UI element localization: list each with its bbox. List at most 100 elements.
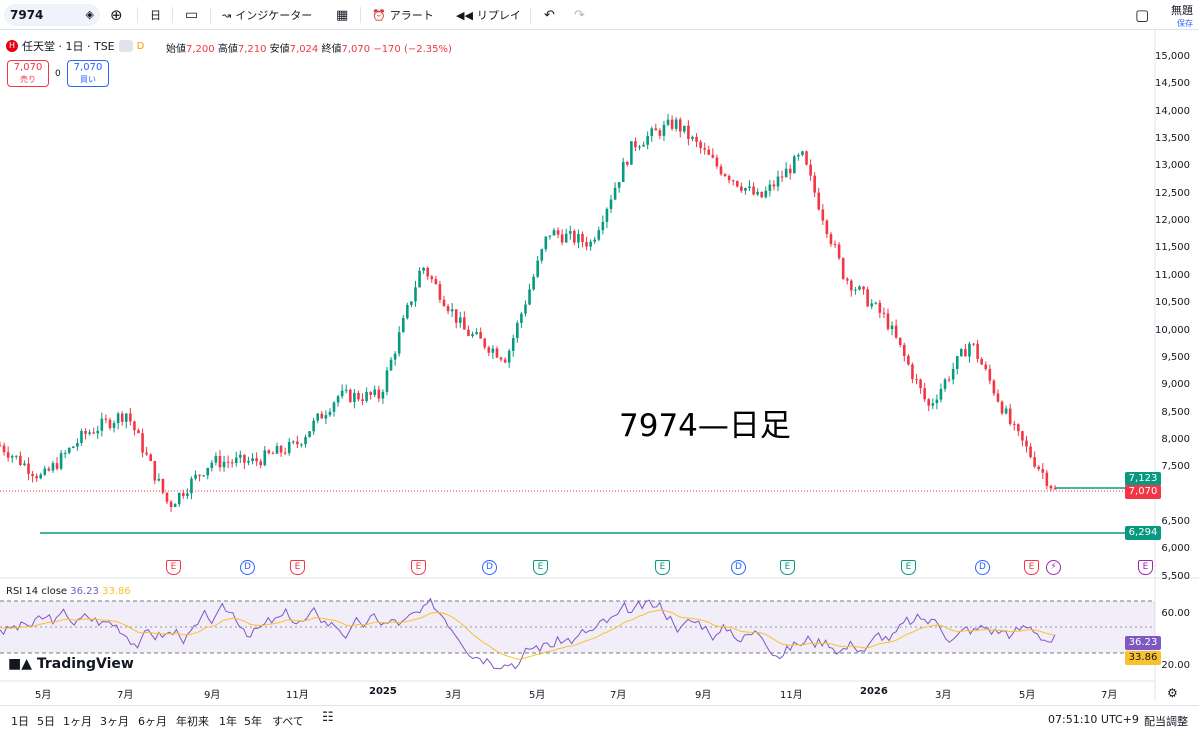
- dividend-adjust-button[interactable]: 配当調整: [1144, 715, 1188, 728]
- earnings-event-icon[interactable]: E: [655, 560, 670, 575]
- candle-type-icon[interactable]: ▭: [185, 7, 199, 23]
- candle-body: [438, 284, 442, 300]
- candle-body: [2, 445, 6, 453]
- candle-body: [157, 478, 161, 481]
- future-earnings-icon[interactable]: E: [1138, 560, 1153, 575]
- earnings-event-icon[interactable]: E: [290, 560, 305, 575]
- change-value: −170 (−2.35%): [373, 44, 452, 55]
- candle-body: [491, 348, 495, 353]
- candle-body: [654, 128, 658, 131]
- candle-body: [801, 151, 804, 155]
- rsi-legend[interactable]: RSI 14 close 36.23 33.86: [6, 586, 131, 597]
- price-chart[interactable]: [0, 0, 1199, 700]
- earnings-event-icon[interactable]: E: [901, 560, 916, 575]
- range-button[interactable]: すべて: [272, 715, 304, 728]
- spread-value: 0: [55, 69, 61, 79]
- candle-body: [980, 358, 983, 365]
- time-axis-label: 2025: [369, 686, 397, 697]
- range-button[interactable]: 3ヶ月: [100, 715, 129, 728]
- candle-body: [858, 286, 861, 290]
- indicators-button[interactable]: ↝ インジケーター: [222, 5, 312, 25]
- range-button[interactable]: 6ヶ月: [138, 715, 167, 728]
- visibility-toggle-icon[interactable]: [118, 40, 133, 52]
- divider: [530, 7, 531, 23]
- earnings-event-icon[interactable]: E: [411, 560, 426, 575]
- candle-body: [182, 492, 185, 497]
- earnings-event-icon[interactable]: E: [780, 560, 795, 575]
- range-button[interactable]: 1日: [11, 715, 29, 728]
- candle-body: [190, 478, 193, 494]
- close-label: 終値: [321, 44, 342, 55]
- dividend-event-icon[interactable]: D: [975, 560, 990, 575]
- sell-button[interactable]: 7,070 売り: [7, 60, 49, 87]
- time-axis-label: 11月: [780, 690, 803, 701]
- dividend-event-icon[interactable]: D: [240, 560, 255, 575]
- candle-body: [234, 457, 238, 463]
- symbol-search[interactable]: 7974 ◈: [4, 4, 100, 26]
- candle-body: [744, 188, 747, 191]
- candle-body: [902, 345, 906, 356]
- candle-body: [161, 478, 165, 493]
- settings-icon[interactable]: ⚙: [1167, 686, 1178, 700]
- templates-icon[interactable]: ▦: [336, 7, 349, 23]
- candle-body: [145, 452, 148, 455]
- candle-body: [397, 332, 401, 354]
- candle-body: [80, 430, 83, 443]
- alert-button[interactable]: ⏰ アラート: [372, 5, 434, 25]
- buy-button[interactable]: 7,070 買い: [67, 60, 109, 87]
- range-button[interactable]: 1年: [219, 715, 237, 728]
- candle-body: [198, 474, 201, 476]
- rsi-ma-tag: 33.86: [1125, 651, 1161, 665]
- replay-button[interactable]: ◀◀ リプレイ: [456, 5, 521, 25]
- candle-body: [609, 199, 613, 209]
- earnings-event-icon[interactable]: E: [166, 560, 181, 575]
- close-value: 7,070: [341, 44, 371, 55]
- candle-body: [479, 332, 482, 339]
- candle-body: [320, 413, 324, 419]
- candle-body: [214, 456, 218, 463]
- candle-body: [373, 389, 377, 395]
- layout-menu[interactable]: 無題 保存: [1171, 2, 1193, 29]
- indicators-icon: ↝: [222, 8, 232, 22]
- candle-body: [430, 276, 434, 280]
- candle-body: [898, 337, 902, 346]
- ohlc-values: 始値7,200 高値7,210 安値7,024 終値7,070 −170 (−2…: [166, 40, 452, 55]
- tradingview-logo[interactable]: ■▲ TradingView: [8, 656, 134, 672]
- interval-button[interactable]: 日: [150, 9, 161, 22]
- earnings-event-icon[interactable]: E: [1024, 560, 1039, 575]
- dividend-event-icon[interactable]: D: [731, 560, 746, 575]
- watchlist-icon[interactable]: ◈: [85, 8, 94, 21]
- range-button[interactable]: 年初来: [176, 715, 209, 728]
- time-axis-label: 11月: [286, 690, 309, 701]
- earnings-event-icon[interactable]: E: [533, 560, 548, 575]
- candle-body: [1017, 424, 1020, 432]
- candle-body: [748, 186, 751, 189]
- candle-body: [797, 154, 800, 157]
- candle-body: [206, 467, 210, 476]
- range-button[interactable]: 5日: [37, 715, 55, 728]
- price-axis-label: 11,500: [1155, 242, 1190, 254]
- upcoming-event-icon[interactable]: ⚡: [1046, 560, 1061, 575]
- candle-body: [39, 474, 43, 479]
- candle-body: [275, 445, 279, 454]
- range-button[interactable]: 1ヶ月: [63, 715, 92, 728]
- candle-body: [939, 388, 943, 400]
- clock[interactable]: 07:51:10 UTC+9: [1048, 713, 1139, 726]
- candle-body: [1045, 472, 1049, 486]
- candle-body: [414, 287, 417, 302]
- candle-body: [756, 191, 759, 195]
- redo-icon[interactable]: ↷: [574, 7, 585, 23]
- fullscreen-icon[interactable]: ▢: [1135, 6, 1150, 24]
- candle-body: [381, 391, 385, 399]
- undo-icon[interactable]: ↶: [544, 7, 555, 23]
- range-button[interactable]: 5年: [244, 715, 262, 728]
- candle-body: [442, 299, 446, 307]
- candle-body: [124, 413, 128, 422]
- candle-body: [687, 125, 690, 139]
- candle-body: [666, 119, 670, 125]
- date-range-icon[interactable]: ☷: [322, 710, 334, 725]
- dividend-event-icon[interactable]: D: [482, 560, 497, 575]
- candle-body: [19, 455, 22, 465]
- add-symbol-icon[interactable]: ⊕: [110, 6, 123, 24]
- symbol-legend[interactable]: H 任天堂 · 1日 · TSE D: [6, 38, 144, 54]
